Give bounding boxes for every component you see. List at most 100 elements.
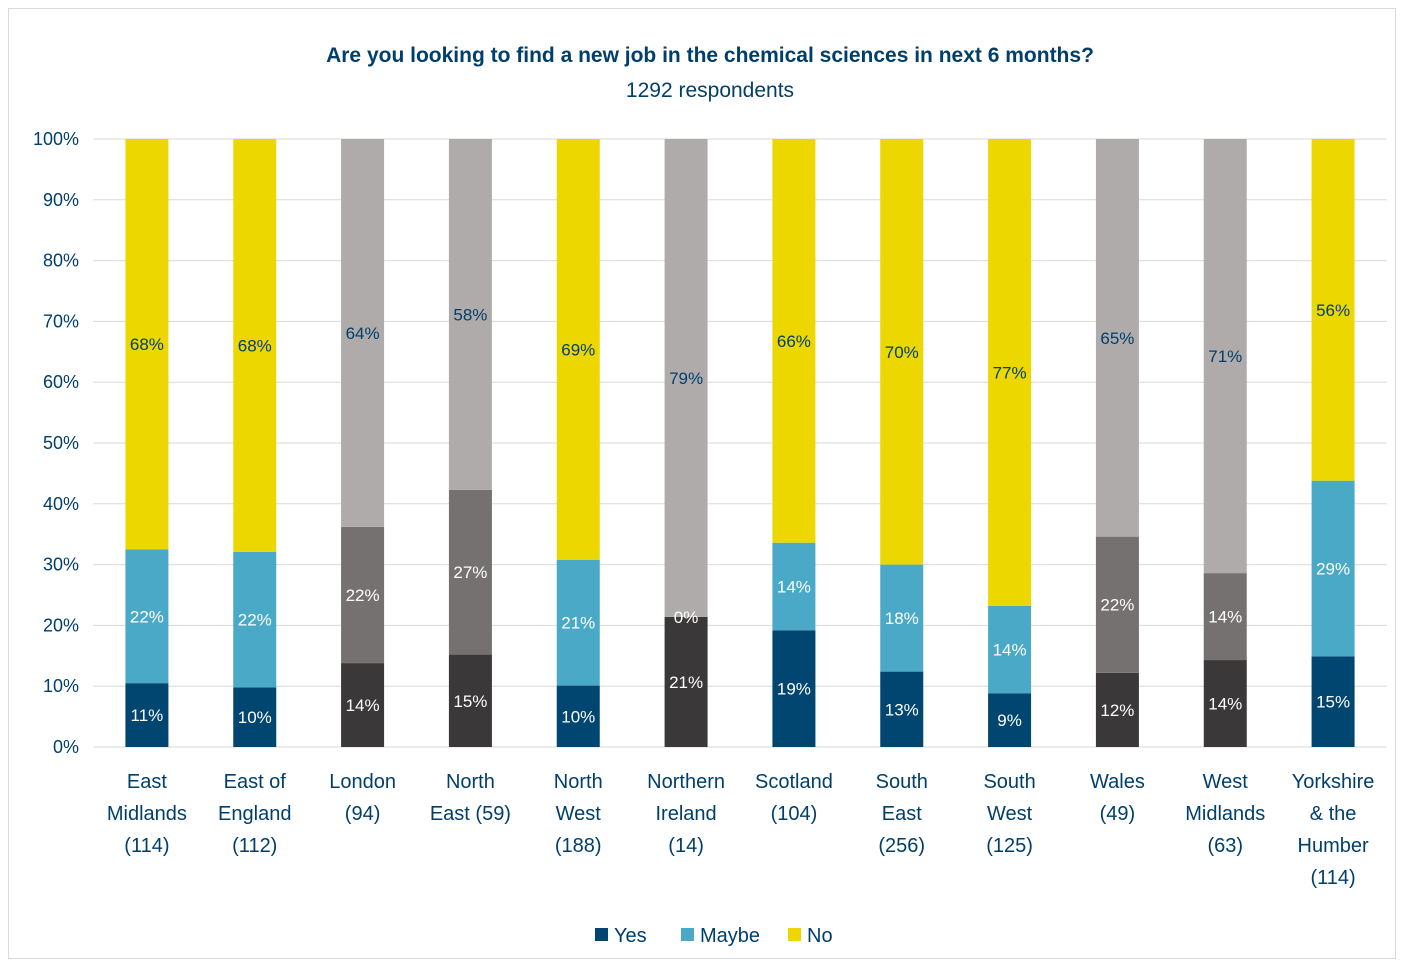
bar-maybe: [988, 605, 1032, 694]
bar-yes: [233, 687, 277, 747]
data-label-no: 70%: [885, 343, 919, 362]
data-labels: 11% 22% 68% 10% 22% 68% 14% 22% 64% 15% 27% 58% 10% 2…: [130, 301, 1350, 730]
data-label-yes: 19%: [777, 680, 811, 699]
data-label-maybe: 27%: [453, 563, 487, 582]
bar-yes: [988, 693, 1032, 747]
data-label-no: 71%: [1208, 347, 1242, 366]
x-category-label: Northern Ireland (14): [647, 771, 725, 857]
x-category-line: (125): [986, 835, 1033, 857]
bar-yes: [664, 616, 708, 747]
bar-no: [988, 139, 1032, 606]
y-tick-label: 20%: [43, 615, 79, 635]
x-category-line: (114): [1310, 867, 1355, 889]
data-label-yes: 10%: [238, 708, 272, 727]
bar-yes: [341, 663, 385, 747]
bar-maybe: [233, 551, 277, 688]
bar-no: [772, 139, 816, 543]
x-category-label: Scotland (104): [755, 771, 833, 825]
data-label-maybe: 22%: [346, 586, 380, 605]
data-label-no: 68%: [130, 335, 164, 354]
bar-maybe: [341, 526, 385, 664]
legend-label-yes: Yes: [614, 925, 647, 947]
x-category-line: England: [218, 803, 291, 825]
chart-svg: Are you looking to find a new job in the…: [33, 44, 1387, 947]
bar-yes: [1095, 672, 1139, 747]
data-label-maybe: 22%: [238, 611, 272, 630]
data-label-yes: 12%: [1100, 701, 1134, 720]
data-label-yes: 15%: [1316, 693, 1350, 712]
legend-label-maybe: Maybe: [700, 925, 760, 947]
x-category-label: South West (125): [983, 771, 1035, 857]
data-label-yes: 10%: [561, 707, 595, 726]
data-label-yes: 11%: [131, 706, 164, 725]
y-tick-label: 80%: [43, 251, 79, 271]
bar-no: [448, 139, 492, 490]
bar-yes: [448, 654, 492, 747]
y-tick-label: 90%: [43, 190, 79, 210]
bar-no: [1311, 139, 1355, 481]
bar-no: [880, 139, 924, 565]
bar-maybe: [125, 549, 169, 684]
x-category-label: East of England (112): [218, 771, 291, 857]
x-category-line: (63): [1207, 835, 1243, 857]
bar-no: [1095, 139, 1139, 537]
data-label-maybe: 18%: [885, 609, 919, 628]
x-category-line: East of: [224, 771, 287, 793]
x-category-line: (94): [345, 803, 381, 825]
bar-no: [1203, 139, 1247, 574]
legend-swatch-yes: [595, 928, 608, 941]
y-tick-label: 30%: [43, 555, 79, 575]
y-axis-ticks: 0% 10% 20% 30% 40% 50% 60% 70% 80% 90% 100%: [33, 129, 79, 757]
bar-maybe: [1095, 536, 1139, 673]
data-label-no: 58%: [453, 305, 487, 324]
x-category-label: North West (188): [554, 771, 603, 857]
data-label-maybe: 14%: [1208, 608, 1242, 627]
data-label-no: 77%: [993, 363, 1027, 382]
bar-yes: [1311, 656, 1355, 747]
x-category-line: (112): [232, 835, 277, 857]
bar-maybe: [448, 489, 492, 655]
data-label-no: 68%: [238, 336, 272, 355]
data-label-no: 56%: [1316, 301, 1350, 320]
data-label-maybe: 21%: [561, 614, 595, 633]
gridlines: [93, 138, 1387, 748]
x-category-label: South East (256): [876, 771, 928, 857]
bar-no: [233, 139, 277, 552]
chart-subtitle: 1292 respondents: [626, 79, 794, 102]
y-tick-label: 50%: [43, 433, 79, 453]
bar-maybe: [772, 542, 816, 631]
x-category-line: Scotland: [755, 771, 833, 793]
bar-maybe: [880, 564, 924, 672]
x-category-line: (104): [771, 803, 818, 825]
data-label-maybe: 22%: [1100, 596, 1134, 615]
y-tick-label: 70%: [43, 311, 79, 331]
data-label-maybe: 14%: [777, 577, 811, 596]
data-label-maybe: 22%: [130, 607, 164, 626]
bar-no: [556, 139, 600, 560]
legend-label-no: No: [807, 925, 833, 947]
x-category-line: (14): [668, 835, 704, 857]
x-category-line: Northern: [647, 771, 725, 793]
x-category-label: London (94): [329, 771, 396, 825]
x-category-line: Wales: [1090, 771, 1145, 793]
x-category-line: (256): [878, 835, 925, 857]
data-label-no: 69%: [561, 340, 595, 359]
x-category-line: West: [987, 803, 1033, 825]
x-category-line: South: [876, 771, 928, 793]
chart-frame: Are you looking to find a new job in the…: [8, 8, 1396, 959]
bar-yes: [880, 671, 924, 747]
legend-swatch-no: [788, 928, 801, 941]
x-category-label: Yorkshire & the Humber (114): [1292, 771, 1375, 889]
data-label-no: 66%: [777, 332, 811, 351]
data-label-yes: 21%: [669, 673, 703, 692]
x-category-line: East: [127, 771, 167, 793]
x-category-label: Wales (49): [1090, 771, 1145, 825]
data-label-no: 64%: [346, 324, 380, 343]
data-label-yes: 15%: [453, 692, 487, 711]
y-tick-label: 10%: [43, 676, 79, 696]
bar-maybe: [1203, 573, 1247, 661]
data-label-maybe: 0%: [674, 608, 699, 627]
x-category-line: Yorkshire: [1292, 771, 1375, 793]
legend-swatch-maybe: [681, 928, 694, 941]
bar-yes: [125, 683, 169, 747]
